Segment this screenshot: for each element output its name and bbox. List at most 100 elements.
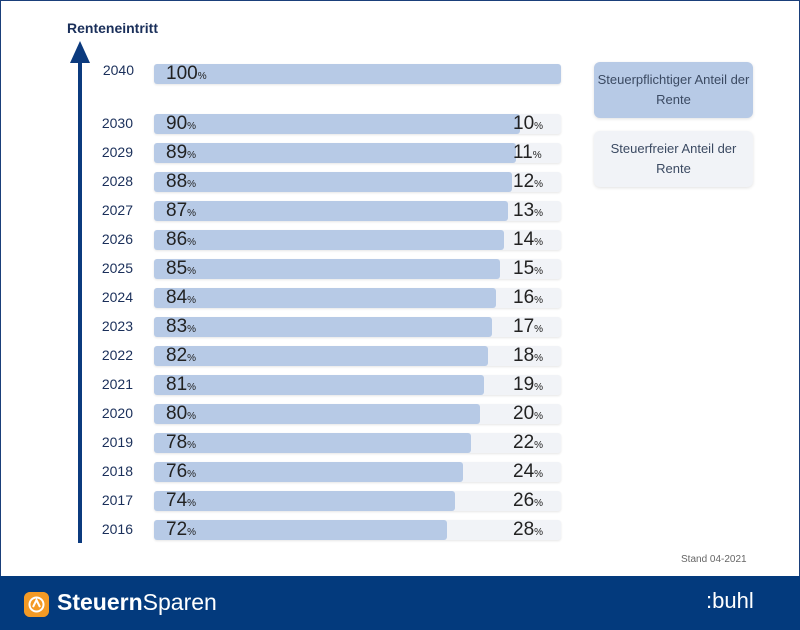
tax-free-percent-label-value: 17 [513, 316, 535, 337]
taxable-percent-label: 74% [166, 491, 196, 514]
taxable-percent-label: 80% [166, 404, 196, 427]
tax-free-percent-label-unit: % [534, 411, 544, 422]
taxable-percent-label: 72% [166, 520, 196, 543]
year-label: 2023 [101, 318, 133, 334]
year-label: 2030 [101, 115, 133, 131]
taxable-percent-label-unit: % [187, 266, 197, 277]
tax-free-percent-label-unit: % [534, 440, 544, 451]
bar-taxable [154, 520, 448, 540]
axis-title: Renteneintritt [67, 20, 158, 36]
taxable-percent-label-value: 80 [166, 403, 188, 424]
tax-free-percent-label-unit: % [534, 208, 544, 219]
taxable-percent-label-unit: % [187, 527, 197, 538]
tax-free-percent-label: 13% [513, 201, 543, 224]
tax-free-percent-label-value: 15 [513, 258, 535, 279]
taxable-percent-label-value: 87 [166, 200, 188, 221]
taxable-percent-label-value: 83 [166, 316, 188, 337]
taxable-percent-label: 81% [166, 375, 196, 398]
tax-free-percent-label: 28% [513, 520, 543, 543]
bar-taxable [154, 114, 521, 134]
year-label: 2021 [101, 376, 133, 392]
date-note: Stand 04-2021 [681, 554, 747, 565]
tax-free-percent-label: 22% [513, 433, 543, 456]
brand-rest: Sparen [142, 589, 217, 615]
bar-taxable [154, 259, 500, 279]
tax-free-percent-label-unit: % [534, 382, 544, 393]
tax-free-percent-label-unit: % [534, 121, 544, 132]
taxable-percent-label-unit: % [187, 208, 197, 219]
taxable-percent-label: 86% [166, 230, 196, 253]
tax-free-percent-label: 15% [513, 259, 543, 282]
taxable-percent-label-value: 89 [166, 142, 188, 163]
taxable-percent-label-value: 88 [166, 171, 188, 192]
footer-bar: SteuernSparen :buhl [0, 576, 800, 630]
taxable-percent-label: 78% [166, 433, 196, 456]
year-label: 2029 [101, 144, 133, 160]
taxable-percent-label: 82% [166, 346, 196, 369]
taxable-percent-label: 88% [166, 172, 196, 195]
year-label: 2020 [101, 405, 133, 421]
tax-free-percent-label-value: 26 [513, 490, 535, 511]
tax-free-percent-label-value: 10 [513, 113, 535, 134]
tax-free-percent-label-unit: % [534, 469, 544, 480]
year-label: 2024 [101, 289, 133, 305]
taxable-percent-label: 83% [166, 317, 196, 340]
year-label: 2025 [101, 260, 133, 276]
year-label: 2018 [101, 463, 133, 479]
taxable-percent-label-unit: % [187, 237, 197, 248]
taxable-percent-label-value: 84 [166, 287, 188, 308]
tax-free-percent-label-unit: % [534, 179, 544, 190]
tax-free-percent-label-value: 11 [513, 142, 533, 163]
tax-free-percent-label-value: 22 [513, 432, 535, 453]
tax-free-percent-label-unit: % [534, 353, 544, 364]
year-label: 2027 [101, 202, 133, 218]
tax-free-percent-label: 12% [513, 172, 543, 195]
taxable-percent-label: 85% [166, 259, 196, 282]
tax-free-percent-label: 16% [513, 288, 543, 311]
tax-free-percent-label-value: 13 [513, 200, 535, 221]
tax-free-percent-label-value: 12 [513, 171, 535, 192]
tax-free-percent-label-value: 24 [513, 461, 535, 482]
tax-free-percent-label-unit: % [534, 237, 544, 248]
bar-taxable [154, 201, 509, 221]
legend-taxable: Steuerpflichtiger Anteil der Rente [594, 62, 753, 118]
tax-free-percent-label-unit: % [534, 527, 544, 538]
tax-free-percent-label-value: 28 [513, 519, 535, 540]
y-axis-arrow [70, 41, 90, 543]
brand-name: SteuernSparen [57, 589, 217, 616]
tax-free-percent-label: 14% [513, 230, 543, 253]
taxable-percent-label-value: 82 [166, 345, 188, 366]
taxable-percent-label-value: 81 [166, 374, 188, 395]
tax-free-percent-label: 26% [513, 491, 543, 514]
taxable-percent-label-unit: % [187, 382, 197, 393]
tax-free-percent-label: 17% [513, 317, 543, 340]
steuernsparen-logo-icon [24, 592, 49, 617]
year-label: 2022 [101, 347, 133, 363]
brand-bold: Steuern [57, 589, 143, 615]
year-label: 2019 [101, 434, 133, 450]
year-label: 2028 [101, 173, 133, 189]
bar-taxable [154, 404, 480, 424]
taxable-percent-label-unit: % [187, 121, 197, 132]
bar-taxable [154, 375, 484, 395]
tax-free-percent-label-value: 14 [513, 229, 535, 250]
tax-free-percent-label: 11% [513, 143, 542, 166]
bar-taxable [154, 230, 505, 250]
tax-free-percent-label: 24% [513, 462, 543, 485]
taxable-percent-label-value: 100 [166, 63, 198, 84]
taxable-percent-label-value: 85 [166, 258, 188, 279]
taxable-percent-label: 84% [166, 288, 196, 311]
bar-taxable [154, 317, 492, 337]
taxable-percent-label-value: 72 [166, 519, 188, 540]
taxable-percent-label-unit: % [187, 150, 197, 161]
taxable-percent-label-unit: % [187, 440, 197, 451]
year-label: 2016 [101, 521, 133, 537]
year-label: 2026 [101, 231, 133, 247]
taxable-percent-label-unit: % [187, 498, 197, 509]
taxable-percent-label-unit: % [197, 71, 207, 82]
bar-taxable [154, 433, 472, 453]
tax-free-percent-label-unit: % [534, 324, 544, 335]
taxable-percent-label: 76% [166, 462, 196, 485]
bar-taxable [154, 172, 513, 192]
